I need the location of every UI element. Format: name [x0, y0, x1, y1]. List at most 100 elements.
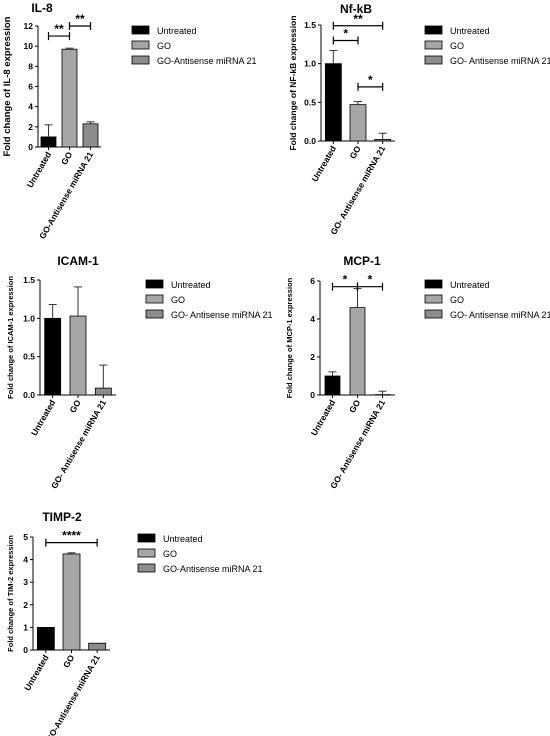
- legend-swatch: [145, 294, 164, 304]
- y-tick-label: 0.0: [304, 136, 316, 146]
- y-tick-label: 1.0: [304, 59, 316, 69]
- y-tick-label: 0: [23, 645, 28, 655]
- legend-label: GO: [157, 41, 171, 51]
- legend-swatch: [131, 40, 150, 50]
- x-tick-label: GO- Antisense miRNA 21: [328, 144, 387, 237]
- y-axis-label: Fold change of TIM-2 expression: [6, 535, 15, 652]
- significance-label: ****: [62, 529, 81, 543]
- chart-title: ICAM-1: [57, 254, 99, 268]
- legend-label: Untreated: [450, 280, 490, 290]
- x-tick-label: GO: [347, 398, 362, 415]
- x-tick-label: GO: [347, 144, 362, 161]
- y-tick-label: 1.5: [304, 20, 316, 30]
- y-axis-label: Fold change of NF-kB expression: [288, 15, 298, 150]
- legend-label: Untreated: [157, 26, 197, 36]
- bar-1: [324, 63, 342, 142]
- significance-label: **: [75, 12, 85, 26]
- legend-label: GO: [171, 295, 185, 305]
- legend-swatch: [137, 548, 156, 558]
- x-tick-label: GO: [59, 150, 74, 167]
- significance-label: *: [368, 273, 373, 287]
- legend-label: GO- Antisense miRNA 21: [450, 56, 550, 66]
- chart-title: TIMP-2: [42, 510, 82, 524]
- legend-swatch: [424, 309, 443, 319]
- bar-1: [44, 317, 62, 396]
- legend-swatch: [145, 309, 164, 319]
- y-tick-label: 0.0: [23, 390, 35, 400]
- legend-swatch: [424, 55, 443, 65]
- legend-swatch: [131, 25, 150, 35]
- x-tick-label: GO- Antisense miRNA 21: [49, 398, 108, 491]
- legend-swatch: [424, 294, 443, 304]
- chart-panel-5: TIMP-2 Fold change of TIM-2 expression 0 1 2…: [6, 510, 263, 736]
- legend-swatch: [424, 40, 443, 50]
- y-tick-label: 0.5: [23, 352, 35, 362]
- legend-label: GO: [163, 549, 177, 559]
- bar-2: [69, 315, 87, 396]
- y-tick-label: 8: [28, 61, 33, 71]
- y-tick-label: 4: [310, 314, 315, 324]
- bar-1: [36, 627, 55, 651]
- legend-label: Untreated: [450, 26, 490, 36]
- legend-label: GO-Antisense miRNA 21: [157, 56, 257, 66]
- legend-label: Untreated: [163, 534, 203, 544]
- legend-swatch: [137, 533, 156, 543]
- y-tick-label: 4: [28, 102, 33, 112]
- chart-panel-2: Nf-kB Fold change of NF-kB expression 0.0 0…: [288, 2, 550, 236]
- legend-swatch: [424, 25, 443, 35]
- bar-2: [349, 104, 367, 142]
- y-tick-label: 2: [23, 600, 28, 610]
- y-axis-label: Fold change of ICAM-1 expression: [6, 276, 15, 399]
- chart-panel-4: MCP-1 Fold change of MCP-1 expression 0 2 4 6…: [285, 254, 550, 490]
- bar-2: [349, 307, 366, 396]
- y-tick-label: 0: [310, 390, 315, 400]
- bar-2: [62, 553, 81, 651]
- legend-label: GO: [450, 295, 464, 305]
- x-tick-label: Untreated: [310, 144, 339, 183]
- y-axis-label: Fold change of MCP-1 expression: [285, 277, 294, 398]
- legend-label: Untreated: [171, 280, 211, 290]
- legend-swatch: [424, 279, 443, 289]
- legend-swatch: [137, 563, 156, 573]
- y-tick-label: 12: [24, 21, 34, 31]
- bar-3: [82, 123, 99, 148]
- legend-label: GO-Antisense miRNA 21: [163, 564, 263, 574]
- significance-label: **: [54, 22, 64, 36]
- legend-label: GO- Antisense miRNA 21: [450, 310, 550, 320]
- bar-3: [88, 642, 107, 651]
- x-tick-label: GO-Antisense miRNA 21: [44, 653, 102, 736]
- bar-3: [94, 387, 112, 396]
- bar-2: [61, 48, 78, 148]
- y-tick-label: 1: [23, 622, 28, 632]
- bar-3: [374, 139, 392, 142]
- y-tick-label: 6: [28, 82, 33, 92]
- legend-swatch: [131, 55, 150, 65]
- x-tick-label: Untreated: [309, 398, 338, 437]
- chart-title: MCP-1: [343, 254, 381, 268]
- significance-label: *: [343, 26, 348, 40]
- legend-label: GO- Antisense miRNA 21: [171, 310, 273, 320]
- y-tick-label: 5: [23, 532, 28, 542]
- bar-1: [40, 136, 57, 148]
- legend-swatch: [145, 279, 164, 289]
- y-tick-label: 2: [310, 352, 315, 362]
- x-tick-label: GO: [61, 653, 76, 670]
- y-tick-label: 2: [28, 122, 33, 132]
- chart-title: IL-8: [31, 1, 53, 15]
- chart-panel-1: IL-8 Fold change of IL-8 expression 0 2 4 6 8 1…: [2, 1, 257, 241]
- y-tick-label: 3: [23, 577, 28, 587]
- chart-title: Nf-kB: [340, 2, 372, 16]
- y-tick-label: 0.5: [304, 97, 316, 107]
- x-tick-label: Untreated: [22, 653, 51, 692]
- y-tick-label: 4: [23, 555, 28, 565]
- significance-label: *: [368, 73, 373, 87]
- y-tick-label: 0: [28, 142, 33, 152]
- bar-1: [324, 375, 341, 396]
- y-tick-label: 1.0: [23, 313, 35, 323]
- legend-label: GO: [450, 41, 464, 51]
- y-tick-label: 6: [310, 276, 315, 286]
- x-tick-label: GO: [67, 398, 82, 415]
- x-tick-label: GO- Antisense miRNA 21: [328, 398, 387, 491]
- x-tick-label: Untreated: [25, 150, 54, 189]
